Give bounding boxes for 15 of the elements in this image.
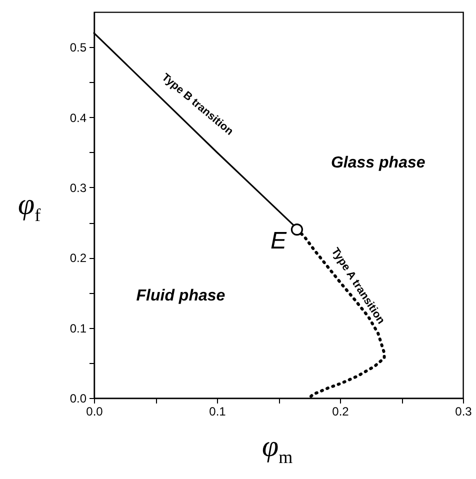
y-tick-label: 0.5 [70, 40, 87, 55]
annotation: Glass phase [330, 154, 426, 172]
y-tick-label: 0.0 [70, 392, 87, 406]
y-axis-title: φ$_{f}$ [18, 188, 41, 225]
y-tick-label: 0.4 [70, 110, 87, 125]
y-tick-label: 0.3 [70, 180, 87, 195]
x-tick-label: 0.0 [86, 404, 104, 418]
x-tick-label: 0.1 [209, 404, 226, 418]
x-tick-label: 0.3 [455, 404, 472, 418]
x-tick-label: 0.2 [332, 404, 350, 418]
y-tick-label: 0.2 [70, 251, 87, 266]
annotation: E [270, 228, 288, 255]
annotation: Fluid phase [136, 288, 226, 305]
x-axis-title: φ$_{m}$ [262, 430, 293, 467]
y-tick-label: 0.1 [70, 321, 87, 336]
